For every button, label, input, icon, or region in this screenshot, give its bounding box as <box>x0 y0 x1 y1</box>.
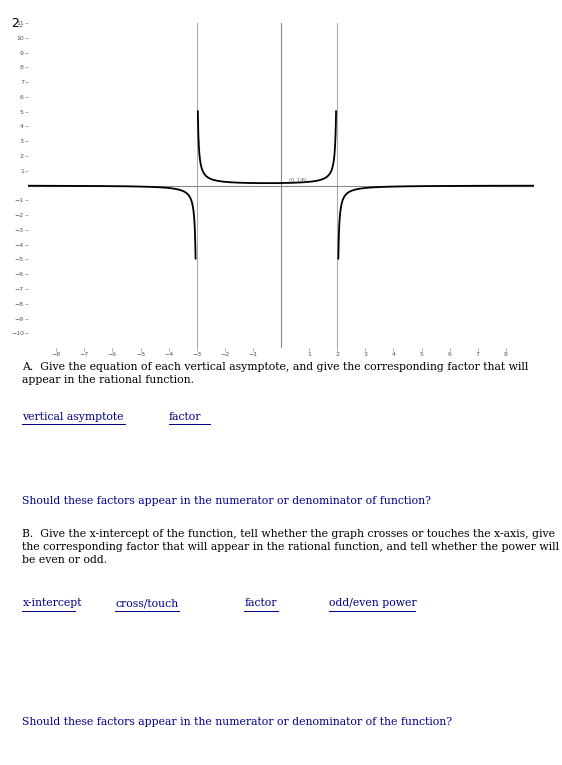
Text: factor: factor <box>169 412 201 422</box>
Text: x-intercept: x-intercept <box>22 598 82 608</box>
Text: Should these factors appear in the numerator or denominator of function?: Should these factors appear in the numer… <box>22 496 432 506</box>
Text: B.  Give the x-intercept of the function, tell whether the graph crosses or touc: B. Give the x-intercept of the function,… <box>22 529 560 565</box>
Text: A.  Give the equation of each vertical asymptote, and give the corresponding fac: A. Give the equation of each vertical as… <box>22 362 529 385</box>
Text: cross/touch: cross/touch <box>115 598 178 608</box>
Text: vertical asymptote: vertical asymptote <box>22 412 124 422</box>
Text: 2.: 2. <box>11 17 23 30</box>
Text: Should these factors appear in the numerator or denominator of the function?: Should these factors appear in the numer… <box>22 717 452 727</box>
Text: (0, 1/6): (0, 1/6) <box>289 177 307 183</box>
Text: odd/even power: odd/even power <box>329 598 416 608</box>
Text: factor: factor <box>244 598 277 608</box>
